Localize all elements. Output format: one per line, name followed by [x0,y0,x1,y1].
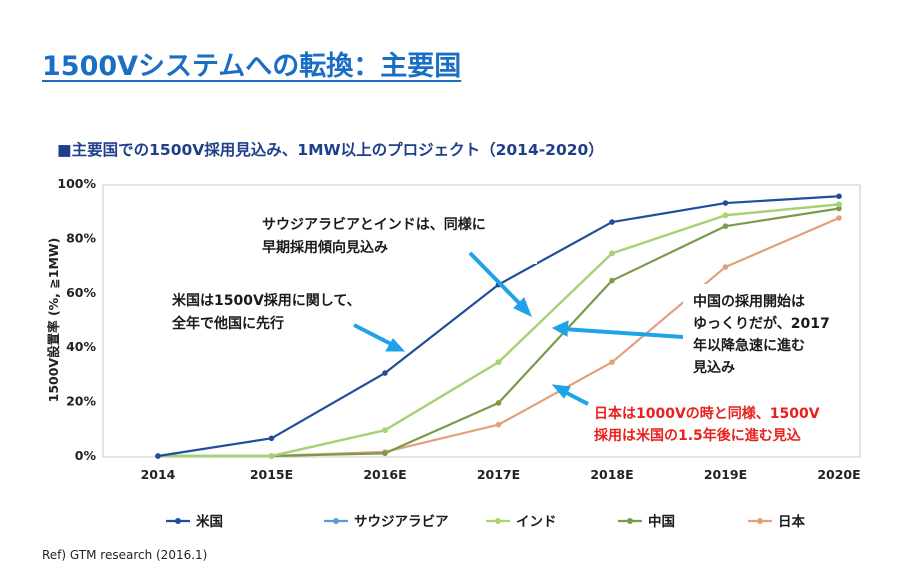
series-0-point [155,453,161,459]
annotation-china-line-4: 見込み [692,359,735,376]
x-tick-label: 2015E [250,467,293,482]
series-2-point [836,201,842,208]
legend-swatch-marker [757,518,763,524]
arrow-china-head [551,320,569,337]
series-3-point [722,223,729,229]
annotation-usa-line-1: 米国は1500V採用に関して、 [172,292,361,309]
y-tick-label: 40% [66,339,96,354]
annotation-usa-line-2: 全年で他国に先行 [171,315,284,332]
source-reference: Ref) GTM research (2016.1) [42,548,208,562]
y-axis-label: 1500V設置率 (%, ≧1MW) [46,238,61,403]
y-tick-label: 80% [66,230,96,245]
annotation-japan-line-1: 日本は1000Vの時と同様、1500V [594,405,820,422]
legend-swatch-marker [627,518,633,524]
series-2-point [722,212,729,219]
legend-label: 日本 [778,513,806,530]
annotation-china-line-3: 年以降急速に進む [693,337,805,354]
annotation-box-usa [164,284,396,340]
y-tick-label: 60% [66,285,96,300]
x-tick-label: 2014 [141,467,176,482]
series-3-point [495,400,502,406]
y-tick-label: 20% [66,394,96,409]
series-2-point [268,453,275,459]
legend-swatch-marker [333,518,339,524]
series-2-point [609,250,615,257]
y-tick-label: 100% [57,176,96,191]
arrow-saudi-india-head [513,297,532,317]
series-3-point [609,277,615,284]
x-tick-label: 2020E [817,467,860,482]
x-tick-label: 2016E [363,467,406,482]
legend-label: サウジアラビア [354,514,449,530]
legend-label: インド [516,514,557,530]
legend-swatch-marker [495,518,501,524]
arrow-china [562,327,684,339]
legend-label: 中国 [648,513,675,530]
x-tick-label: 2018E [590,467,633,482]
chart-subtitle: ■主要国での1500V採用見込み、1MW以上のプロジェクト（2014-2020） [57,141,604,159]
annotation-box-china [683,284,855,380]
legend-label: 米国 [196,513,223,530]
arrow-japan-head [551,384,571,399]
legend-swatch-marker [175,518,181,524]
annotation-box-saudi-india [247,208,537,264]
series-4-point [609,359,615,365]
annotation-japan-line-2: 採用は米国の1.5年後に進む見込 [594,427,801,444]
page-title: 1500Vシステムへの転換：主要国 [42,51,462,82]
series-0-point [722,200,729,206]
series-2-point [382,427,388,433]
annotation-box-japan [584,398,854,448]
series-4-point [722,264,729,270]
arrow-usa-head [385,338,406,352]
series-3-point [836,205,842,212]
series-3-point [382,450,388,457]
series-0-point [268,435,275,442]
annotation-china-line-2: ゆっくりだが、2017 [693,315,830,332]
series-4-point [495,421,502,428]
arrow-saudi-india [468,251,527,311]
annotation-saudi-india-line-2: 早期採用傾向見込み [262,239,388,256]
annotation-japan: 日本は1000Vの時と同様、1500V 採用は米国の1.5年後に進む見込 [594,405,824,444]
x-tick-label: 2017E [477,467,520,482]
x-tick-label: 2019E [704,467,747,482]
arrow-usa [353,323,396,348]
series-0-point [836,193,842,200]
annotation-china: 中国の採用開始は ゆっくりだが、2017 年以降急速に進む 見込み [692,293,835,376]
annotation-china-line-1: 中国の採用開始は [693,293,805,310]
series-4-point [836,215,842,221]
series-2-point [495,359,502,365]
series-0-point [609,219,615,225]
annotation-saudi-india: サウジアラビアとインドは、同様に 早期採用傾向見込み [262,216,491,256]
series-0-point [382,370,388,376]
y-tick-label: 0% [75,448,97,463]
annotation-saudi-india-line-1: サウジアラビアとインドは、同様に [262,216,486,233]
annotation-usa: 米国は1500V採用に関して、 全年で他国に先行 [171,292,366,332]
